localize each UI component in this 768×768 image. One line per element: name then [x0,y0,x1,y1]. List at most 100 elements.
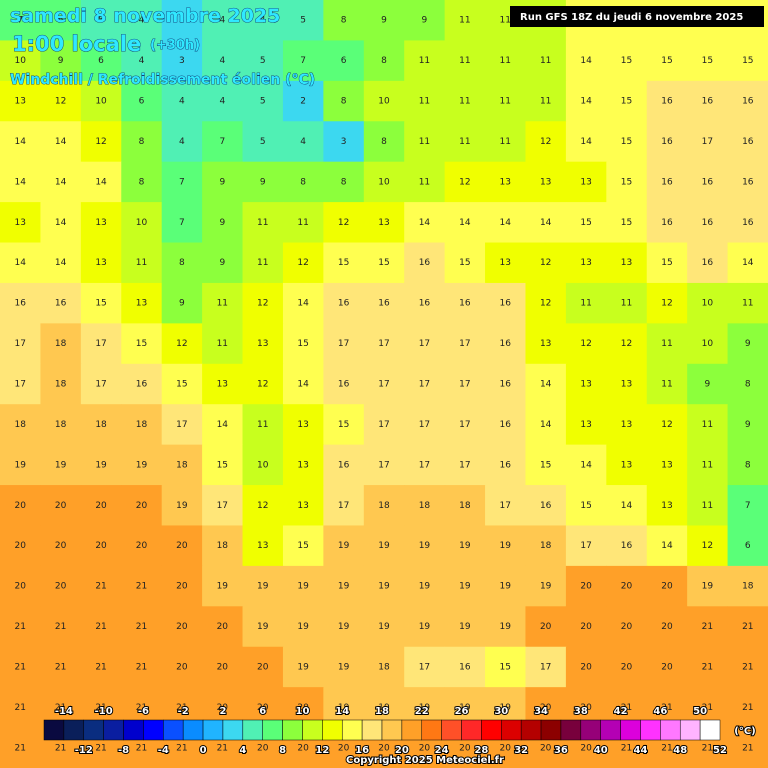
field-value: 19 [176,501,188,511]
field-cell [121,606,163,648]
field-cell [727,606,768,648]
field-cell [525,363,567,405]
field-cell [646,404,688,446]
field-cell [606,202,648,244]
field-cell [161,242,203,284]
field-cell [121,485,163,526]
field-value: 14 [297,299,309,309]
field-value: 16 [661,97,673,107]
field-cell [80,525,122,567]
field-cell [565,606,607,648]
field-value: 20 [217,622,229,632]
field-cell [80,121,122,163]
field-cell [323,40,365,82]
field-cell [525,80,567,122]
colorbar-swatch [580,719,601,741]
field-cell [606,282,648,324]
field-value: 20 [661,662,673,672]
field-value: 16 [55,299,67,309]
field-cell [323,646,365,688]
field-value: 13 [378,218,389,228]
colorbar-tick-label: 4 [239,745,246,756]
field-value: 14 [55,177,67,187]
field-cell [525,565,567,607]
field-cell [363,363,405,405]
field-cell [485,565,526,607]
colorbar-tick-label: 42 [614,706,628,717]
field-value: 11 [257,258,268,268]
field-cell [525,646,567,688]
field-value: 17 [378,339,389,349]
colorbar-swatch [182,719,204,741]
field-value: 4 [300,137,306,147]
field-cell [323,202,365,244]
field-value: 8 [341,16,347,26]
field-value: 5 [98,16,104,26]
field-value: 20 [580,622,592,632]
field-value: 17 [338,339,349,349]
colorbar-swatch [441,719,462,741]
field-cell [40,0,82,41]
field-cell [404,282,446,324]
field-value: 19 [338,662,350,672]
field-value: 20 [297,703,309,713]
field-cell [242,202,284,244]
field-value: 18 [176,460,188,470]
field-cell [40,323,82,365]
field-value: 21 [55,703,66,713]
field-value: 16 [136,380,148,390]
field-cell [606,80,648,122]
field-value: 17 [459,380,470,390]
field-cell [121,121,163,163]
field-value: 19 [95,460,107,470]
colorbar-swatch [83,719,104,741]
field-value: 6 [139,97,145,107]
field-cell [323,404,365,446]
field-cell [687,606,729,648]
field-cell [565,121,607,163]
field-value: 13 [580,258,591,268]
field-cell [444,565,486,607]
colorbar-tick-label: -14 [55,706,73,717]
field-cell [40,40,82,82]
field-value: 20 [257,743,269,753]
field-value: 16 [338,460,350,470]
colorbar-swatch [461,719,482,741]
field-cell [282,80,324,122]
field-value: 7 [745,501,751,511]
field-value: 13 [580,380,591,390]
field-value: 21 [136,703,147,713]
field-cell [525,40,567,82]
colorbar-tick-label: 34 [534,706,548,717]
field-cell [485,161,526,203]
field-value: 11 [702,420,713,430]
colorbar-swatch [341,719,363,741]
field-cell [727,80,768,122]
field-cell [485,646,526,688]
field-value: 21 [136,662,147,672]
field-cell [323,282,365,324]
field-cell [202,485,244,526]
field-cell [404,80,446,122]
field-cell [363,80,405,122]
field-value: 21 [95,662,106,672]
field-value: 21 [95,582,106,592]
field-value: 8 [300,177,306,187]
field-cell [242,646,284,688]
field-value: 21 [136,743,147,753]
colorbar-tick-label: 8 [279,745,286,756]
field-value: 20 [580,703,592,713]
field-cell [80,606,122,648]
field-cell [404,444,446,486]
field-value: 6 [98,56,104,66]
field-cell [0,202,41,244]
field-cell [363,242,405,284]
field-cell [687,363,729,405]
field-value: 3 [179,56,185,66]
field-cell [485,242,526,284]
field-value: 20 [580,582,592,592]
field-value: 14 [95,177,107,187]
field-cell [727,202,768,244]
field-cell [444,0,486,41]
field-cell [444,404,486,446]
